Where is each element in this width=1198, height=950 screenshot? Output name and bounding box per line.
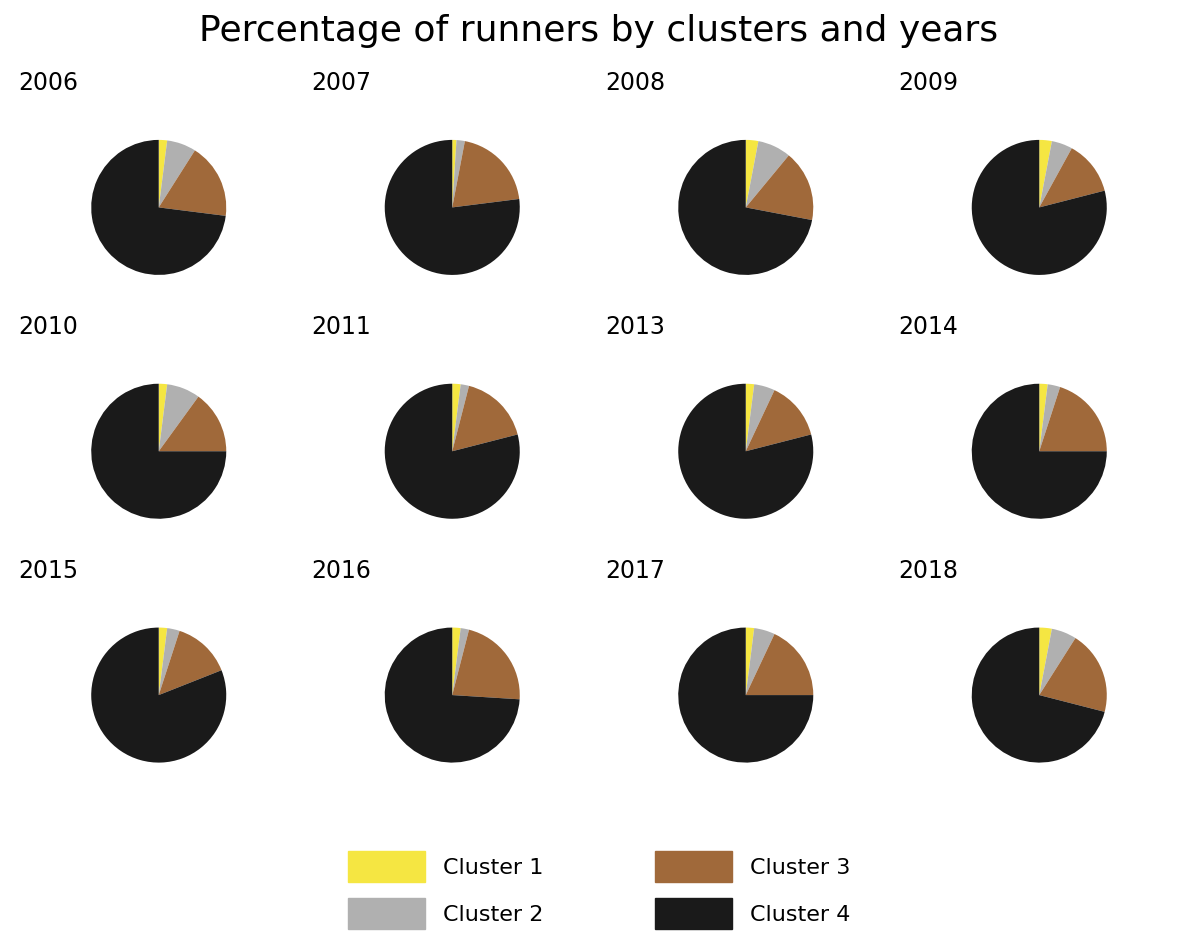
Wedge shape xyxy=(746,628,774,695)
Wedge shape xyxy=(452,140,456,207)
Wedge shape xyxy=(1039,387,1107,451)
Wedge shape xyxy=(745,140,758,207)
Text: 2015: 2015 xyxy=(18,559,78,583)
Wedge shape xyxy=(453,384,470,451)
Wedge shape xyxy=(91,384,226,519)
Wedge shape xyxy=(452,384,461,451)
Wedge shape xyxy=(1039,140,1052,207)
Wedge shape xyxy=(453,142,519,207)
Wedge shape xyxy=(385,140,520,275)
Wedge shape xyxy=(158,628,180,695)
Wedge shape xyxy=(453,630,520,699)
Legend: Cluster 1, Cluster 2, Cluster 3, Cluster 4: Cluster 1, Cluster 2, Cluster 3, Cluster… xyxy=(347,851,851,929)
Text: 2009: 2009 xyxy=(898,71,958,95)
Wedge shape xyxy=(972,384,1107,519)
Wedge shape xyxy=(385,384,520,519)
Wedge shape xyxy=(91,628,226,763)
Wedge shape xyxy=(158,397,226,451)
Wedge shape xyxy=(452,628,461,695)
Wedge shape xyxy=(745,384,755,451)
Wedge shape xyxy=(678,384,813,519)
Wedge shape xyxy=(678,140,812,275)
Text: 2007: 2007 xyxy=(311,71,371,95)
Wedge shape xyxy=(1039,384,1060,451)
Wedge shape xyxy=(746,142,788,207)
Text: Percentage of runners by clusters and years: Percentage of runners by clusters and ye… xyxy=(199,14,999,48)
Wedge shape xyxy=(158,631,222,695)
Wedge shape xyxy=(91,140,225,275)
Wedge shape xyxy=(1039,629,1076,695)
Wedge shape xyxy=(746,156,813,220)
Wedge shape xyxy=(1039,148,1105,207)
Text: 2010: 2010 xyxy=(18,315,78,339)
Wedge shape xyxy=(385,628,520,763)
Wedge shape xyxy=(1039,384,1048,451)
Text: 2017: 2017 xyxy=(605,559,665,583)
Text: 2018: 2018 xyxy=(898,559,958,583)
Wedge shape xyxy=(972,628,1105,763)
Text: 2006: 2006 xyxy=(18,71,78,95)
Text: 2008: 2008 xyxy=(605,71,665,95)
Wedge shape xyxy=(158,140,168,207)
Wedge shape xyxy=(158,384,199,451)
Wedge shape xyxy=(453,628,470,695)
Wedge shape xyxy=(972,140,1107,275)
Wedge shape xyxy=(745,628,755,695)
Wedge shape xyxy=(745,384,774,451)
Wedge shape xyxy=(678,628,813,763)
Wedge shape xyxy=(746,634,813,695)
Wedge shape xyxy=(158,150,226,216)
Wedge shape xyxy=(1039,628,1052,695)
Wedge shape xyxy=(1039,638,1107,712)
Wedge shape xyxy=(158,628,168,695)
Text: 2013: 2013 xyxy=(605,315,665,339)
Wedge shape xyxy=(1039,142,1072,207)
Text: 2011: 2011 xyxy=(311,315,371,339)
Wedge shape xyxy=(453,386,518,451)
Wedge shape xyxy=(158,384,168,451)
Text: 2016: 2016 xyxy=(311,559,371,583)
Wedge shape xyxy=(158,141,195,207)
Wedge shape xyxy=(745,390,811,451)
Wedge shape xyxy=(453,140,465,207)
Text: 2014: 2014 xyxy=(898,315,958,339)
